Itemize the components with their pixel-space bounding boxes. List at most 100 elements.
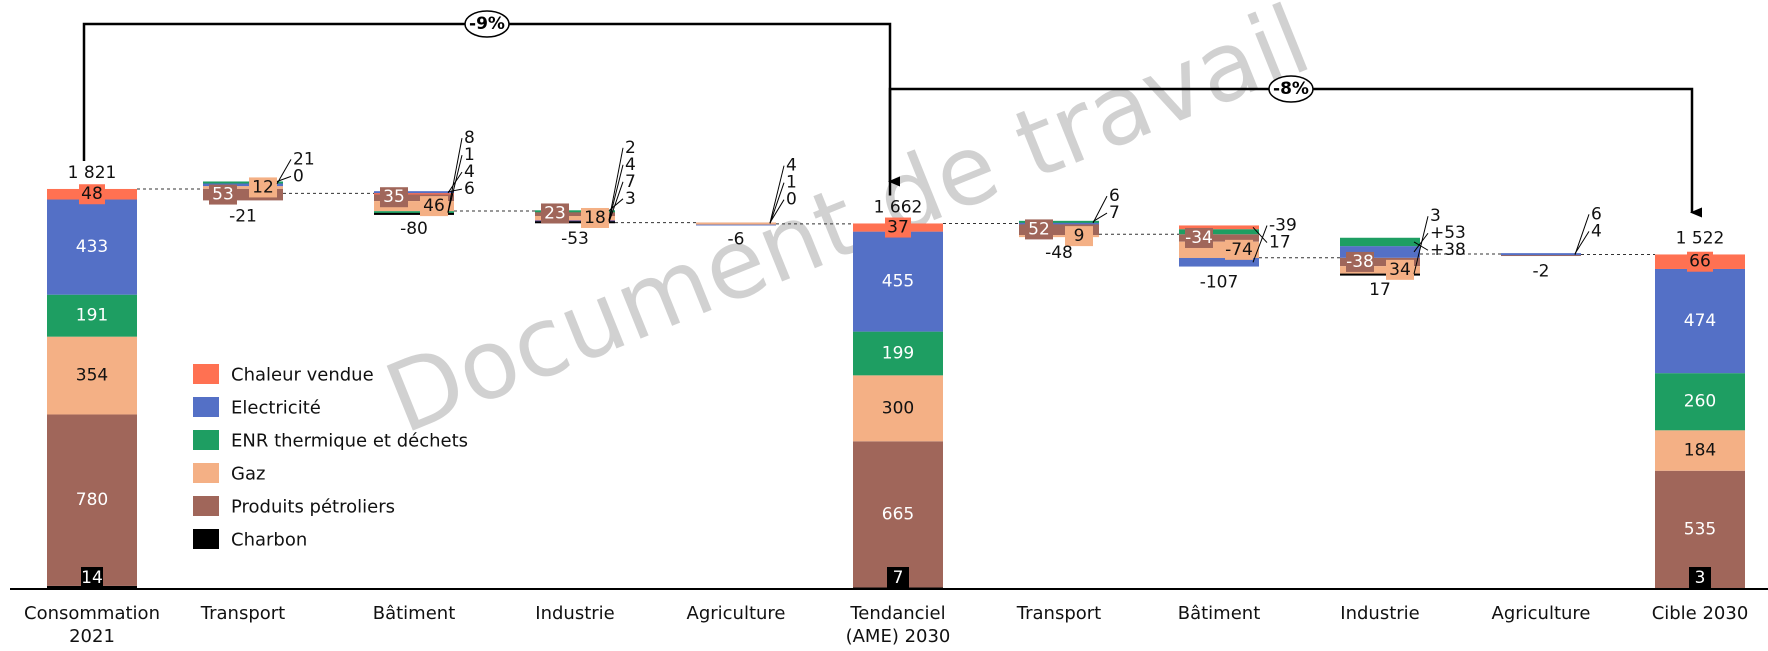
data-label: 23 bbox=[544, 203, 566, 223]
data-label: 14 bbox=[81, 568, 103, 588]
delta-bar-enr-thermique-et-dechets bbox=[203, 181, 283, 184]
bar-produits-petroliers bbox=[47, 414, 137, 586]
data-label: 35 bbox=[383, 187, 405, 207]
data-label-box bbox=[380, 187, 408, 208]
leader-line bbox=[447, 155, 463, 214]
net-label: 17 bbox=[1369, 280, 1391, 300]
legend-label-produits-petroliers: Produits pétroliers bbox=[231, 497, 395, 518]
delta-bar-produits-petroliers bbox=[1019, 223, 1099, 236]
data-label: 53 bbox=[212, 185, 234, 205]
data-label-box bbox=[541, 203, 569, 224]
bar-enr-thermique-et-dechets bbox=[47, 294, 137, 337]
delta-bar-electricite bbox=[374, 191, 454, 194]
data-label: 199 bbox=[882, 343, 914, 363]
legend-swatch-electricite bbox=[193, 397, 219, 417]
data-label-box bbox=[1346, 251, 1374, 272]
data-label: 535 bbox=[1684, 520, 1716, 540]
annotation-badge bbox=[464, 10, 510, 38]
category-label: Tendanciel bbox=[849, 603, 945, 624]
leader-line bbox=[1092, 212, 1108, 223]
legend-swatch-gaz bbox=[193, 463, 219, 483]
data-label: 37 bbox=[887, 218, 909, 238]
data-label: 66 bbox=[1689, 252, 1711, 272]
delta-bar-electricite bbox=[203, 181, 283, 187]
bar-produits-petroliers bbox=[853, 441, 943, 588]
connector-lines bbox=[137, 188, 1655, 259]
leader-line bbox=[1574, 231, 1590, 254]
leader-line bbox=[608, 198, 624, 211]
data-label: 1 bbox=[464, 145, 475, 165]
data-label: 2 bbox=[625, 138, 636, 158]
category-label: Transport bbox=[200, 603, 285, 624]
category-label: Agriculture bbox=[687, 603, 786, 624]
data-label: 9 bbox=[1074, 226, 1085, 246]
data-label-box bbox=[885, 217, 911, 238]
bar-gaz bbox=[1655, 430, 1745, 471]
delta-bar-gaz bbox=[203, 186, 283, 189]
legend-swatch-chaleur-vendue bbox=[193, 364, 219, 384]
delta-bar-electricite bbox=[1179, 257, 1259, 267]
bar-electricite bbox=[853, 231, 943, 332]
percent-annotations: -9% -8% bbox=[82, 10, 1702, 218]
total-label: 1 662 bbox=[874, 197, 923, 217]
legend-swatch-charbon bbox=[193, 529, 219, 549]
data-label: 7 bbox=[893, 568, 904, 588]
leader-line bbox=[1252, 226, 1268, 243]
delta-bar-enr-thermique-et-dechets bbox=[1019, 220, 1099, 223]
leader-line bbox=[447, 188, 463, 193]
net-label: -2 bbox=[1533, 261, 1550, 281]
delta-bar-gaz bbox=[374, 201, 454, 212]
category-label: Agriculture bbox=[1492, 603, 1591, 624]
data-label: 184 bbox=[1684, 441, 1716, 461]
data-label-box bbox=[420, 196, 448, 217]
data-label: -38 bbox=[1346, 252, 1374, 272]
annotation-label: -9% bbox=[469, 14, 505, 34]
leader-line bbox=[447, 171, 463, 194]
delta-bar-charbon bbox=[535, 221, 615, 224]
data-label: 300 bbox=[882, 398, 914, 418]
data-label: 0 bbox=[293, 166, 304, 186]
data-label: 46 bbox=[423, 196, 445, 216]
legend-label-charbon: Charbon bbox=[231, 530, 307, 551]
net-label: -80 bbox=[400, 219, 428, 239]
delta-bar-chaleur-vendue bbox=[1179, 225, 1259, 230]
charbon-label-box bbox=[1689, 567, 1711, 589]
category-label: 2021 bbox=[69, 626, 115, 647]
delta-bar-enr-thermique-et-dechets bbox=[535, 210, 615, 213]
charbon-label-box bbox=[887, 567, 909, 589]
data-label: +38 bbox=[1430, 240, 1466, 260]
data-label: 260 bbox=[1684, 392, 1716, 412]
delta-bar-chaleur-vendue bbox=[374, 192, 454, 195]
data-label: -74 bbox=[1225, 240, 1253, 260]
data-label-box bbox=[249, 177, 277, 198]
net-label: -48 bbox=[1045, 243, 1073, 263]
leader-line bbox=[1092, 195, 1108, 224]
data-label: 4 bbox=[786, 156, 797, 176]
legend-label-enr-thermique-et-dechets: ENR thermique et déchets bbox=[231, 431, 468, 452]
delta-bar-gaz bbox=[696, 222, 776, 225]
data-label: 18 bbox=[584, 208, 606, 228]
data-label-box bbox=[1025, 219, 1053, 240]
leader-line bbox=[1413, 232, 1429, 253]
data-label: 7 bbox=[1109, 203, 1120, 223]
delta-bar-charbon bbox=[374, 212, 454, 215]
legend-label-gaz: Gaz bbox=[231, 464, 265, 485]
data-label: 34 bbox=[1389, 260, 1411, 280]
leader-line bbox=[447, 138, 463, 213]
legend-swatch-produits-petroliers bbox=[193, 496, 219, 516]
bar-gaz bbox=[47, 336, 137, 415]
data-label-box bbox=[1687, 251, 1713, 272]
category-label: Industrie bbox=[535, 603, 614, 624]
leader-line bbox=[769, 199, 785, 223]
delta-bar-gaz bbox=[535, 215, 615, 220]
legend-swatch-enr-thermique-et-dechets bbox=[193, 430, 219, 450]
data-label: 3 bbox=[1430, 206, 1441, 226]
data-label-box bbox=[209, 184, 237, 205]
data-label: 8 bbox=[464, 128, 475, 148]
data-label: 21 bbox=[293, 149, 315, 169]
leader-line bbox=[608, 164, 624, 221]
total-label: 1 522 bbox=[1676, 228, 1725, 248]
total-label: 1 821 bbox=[68, 163, 117, 183]
